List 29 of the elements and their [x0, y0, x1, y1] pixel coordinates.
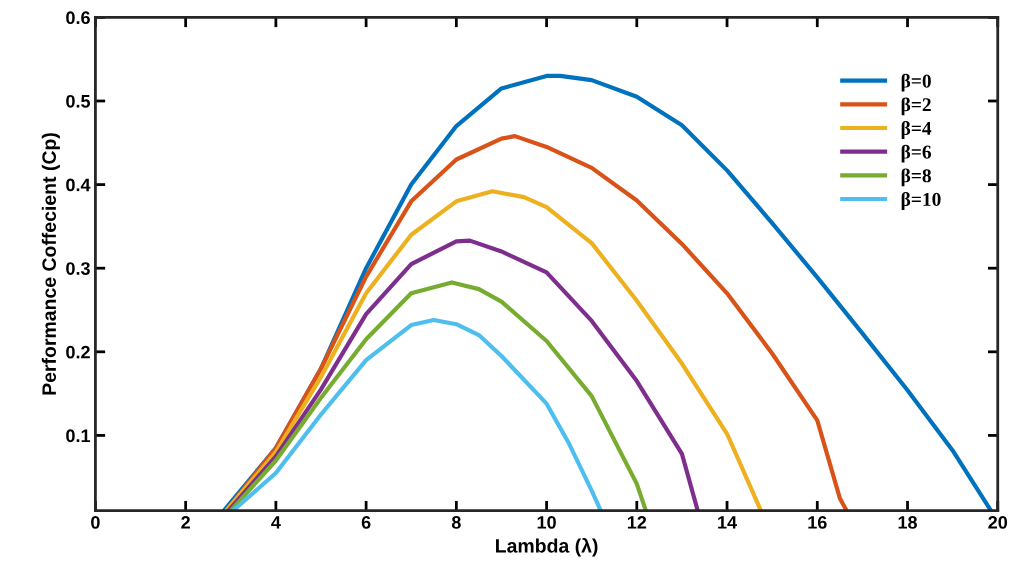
x-tick-label: 2: [181, 516, 190, 529]
x-tick-label: 20: [988, 516, 1008, 529]
x-tick-label: 18: [898, 516, 917, 529]
legend-label: β=6: [901, 144, 932, 163]
y-tick-label: 0.6: [66, 11, 90, 25]
line-series: [228, 280, 648, 511]
x-tick-label: 16: [808, 516, 827, 529]
line-series: [226, 238, 700, 511]
legend-label: β=8: [901, 168, 931, 187]
y-tick-label: 0.2: [66, 345, 90, 359]
x-tick-label: 6: [361, 516, 371, 529]
y-tick-label: 0.5: [66, 94, 91, 108]
x-tick-label: 12: [627, 516, 647, 529]
x-tick-label: 14: [718, 516, 737, 529]
legend-label: β=10: [901, 192, 941, 210]
legend-label: β=0: [901, 73, 931, 92]
y-tick-label: 0.4: [66, 178, 91, 192]
x-tick-label: 4: [271, 516, 281, 529]
line-series: [230, 317, 603, 511]
line-series: [224, 189, 763, 511]
y-axis-title: Performance Coffecient (Cp): [41, 133, 60, 395]
x-tick-label: 0: [91, 516, 100, 529]
x-tick-label: 8: [451, 516, 461, 529]
x-axis-title: Lambda (λ): [496, 537, 598, 557]
y-tick-label: 0.3: [66, 262, 90, 275]
legend-label: β=2: [901, 97, 931, 116]
y-tick-label: 0.1: [66, 429, 91, 443]
x-tick-label: 10: [537, 516, 556, 529]
legend-label: β=4: [901, 121, 932, 139]
